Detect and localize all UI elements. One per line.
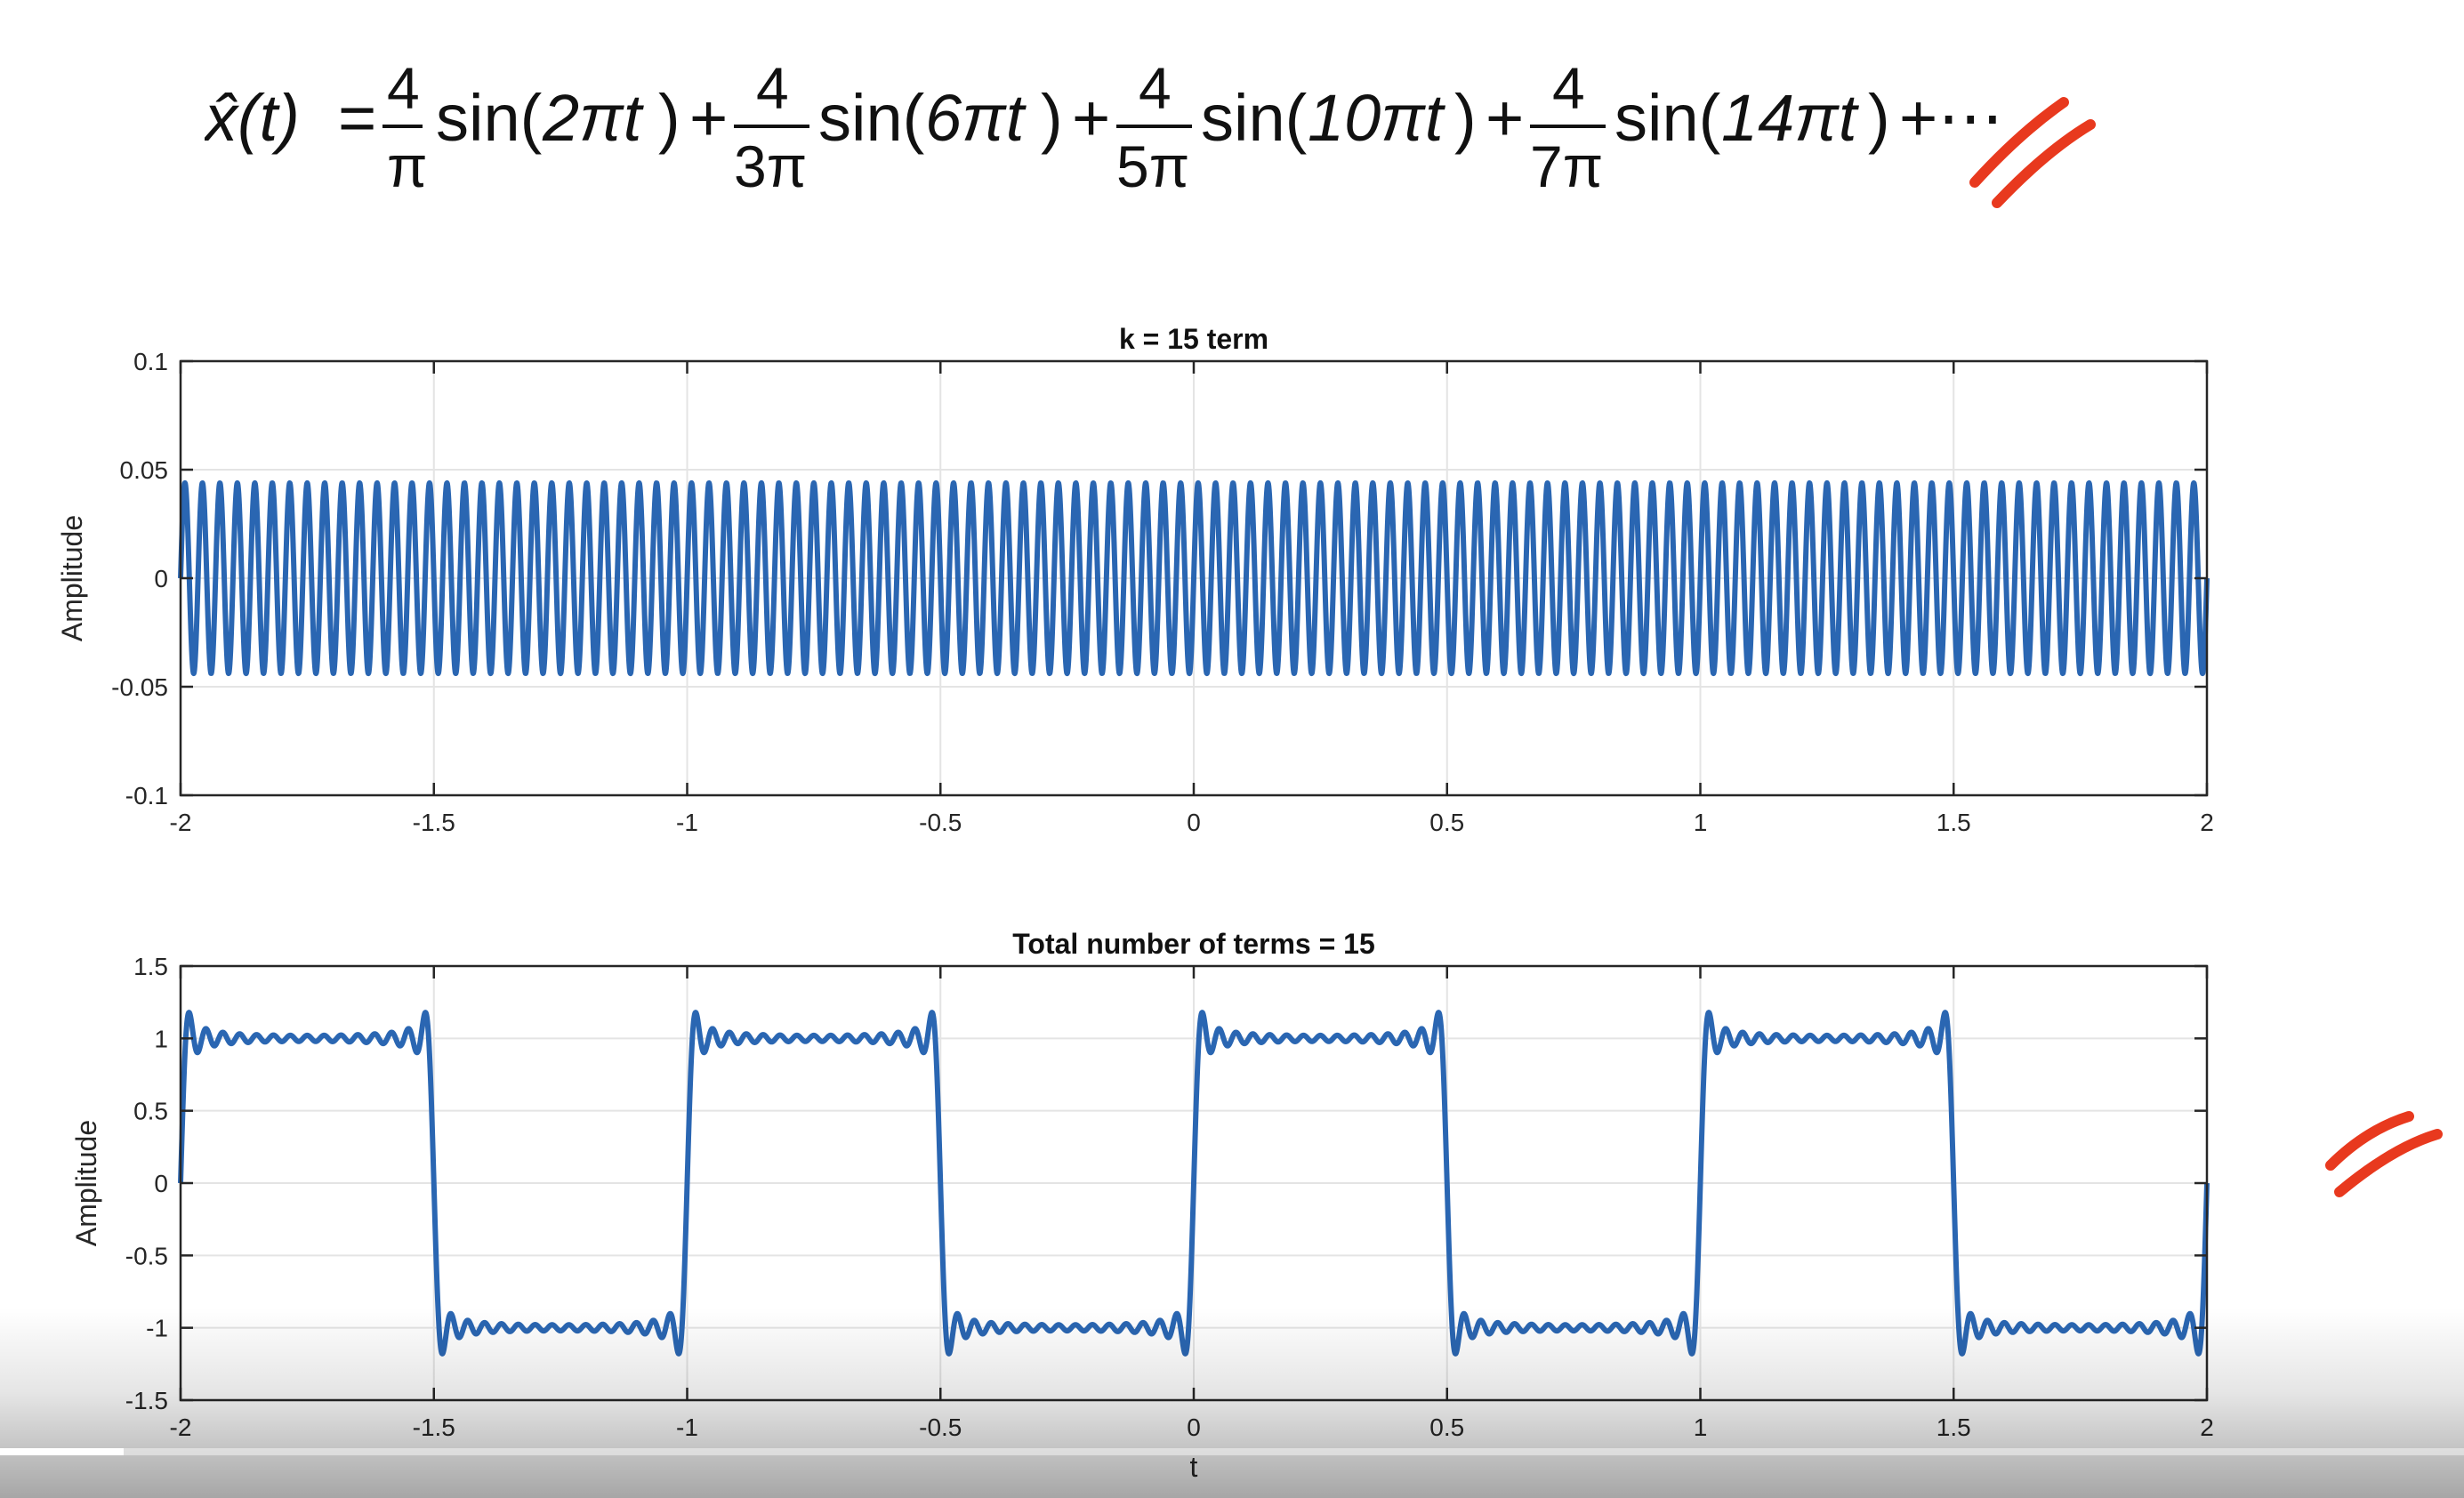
term-1-argument: 2πt	[542, 81, 645, 155]
x-axis-label: t	[1190, 1451, 1198, 1483]
y-tick-label: -0.5	[125, 1242, 168, 1269]
y-tick-label: 0.05	[120, 456, 169, 484]
annotation-mark-bottom-2	[2334, 1129, 2443, 1197]
term-1-denominator: π	[387, 133, 428, 199]
term-3-close-paren: )	[1454, 81, 1477, 155]
term-3-argument: 10πt	[1308, 81, 1446, 155]
y-tick-label: -1.5	[125, 1387, 168, 1414]
x-tick-label: -0.5	[919, 1413, 962, 1441]
chart-title: k = 15 term	[1119, 323, 1268, 355]
term-4-argument: 14πt	[1721, 81, 1860, 155]
series-line	[178, 479, 2210, 677]
term-4-sin: sin(	[1614, 81, 1721, 155]
term-2-close-paren: )	[1041, 81, 1063, 155]
y-axis-label: Amplitude	[70, 1120, 102, 1246]
y-tick-label: -1	[146, 1315, 168, 1342]
x-tick-label: 1	[1694, 1413, 1708, 1441]
video-progress-track[interactable]	[0, 1448, 2464, 1455]
term-4-close-paren: )	[1868, 81, 1890, 155]
annotation-mark-top-1	[1969, 97, 2069, 188]
x-tick-label: -1.5	[413, 1413, 455, 1441]
fourier-equation: x̂(t) = 4 π sin( 2πt ) + 4 3π sin( 6πt )…	[205, 55, 2003, 199]
term-1-numerator: 4	[387, 55, 420, 121]
y-tick-label: -0.1	[125, 782, 168, 809]
y-tick-label: -0.05	[111, 673, 168, 701]
term-2-sin: sin(	[818, 81, 925, 155]
chart-total-terms: -2 -1.5 -1 -0.5 0 0.5 1 1.5 21.510.50-0.5-1-1.5T…	[70, 928, 2214, 1483]
y-tick-label: 1.5	[133, 953, 168, 980]
series-line	[178, 1010, 2210, 1357]
term-3-sin: sin(	[1201, 81, 1308, 155]
y-tick-label: 0.1	[133, 348, 168, 375]
term-1-close-paren: )	[658, 81, 680, 155]
chart-k15-term: -2 -1.5 -1 -0.5 0 0.5 1 1.5 2 0.1 0.05 0 -0.05 -0.1 k …	[56, 323, 2214, 836]
equation-term-3: 4 5π sin( 10πt )	[1116, 55, 1477, 199]
y-tick-label: 1	[154, 1025, 168, 1052]
equation-term-2: 4 3π sin( 6πt )	[734, 55, 1063, 199]
x-tick-label: -2	[170, 809, 192, 836]
x-tick-label: 0	[1187, 809, 1201, 836]
equation-term-1: 4 π sin( 2πt )	[382, 55, 680, 199]
equals-sign: =	[338, 81, 376, 155]
y-tick-label: 0	[154, 565, 168, 592]
y-tick-label: 0	[154, 1170, 168, 1197]
term-4-numerator: 4	[1552, 55, 1585, 121]
term-3-numerator: 4	[1139, 55, 1172, 121]
equation-term-4: 4 7π sin( 14πt )	[1530, 55, 1890, 199]
plus-3: +	[1486, 81, 1524, 155]
plus-2: +	[1072, 81, 1110, 155]
x-tick-label: 2	[2200, 809, 2214, 836]
x-tick-label: 1.5	[1937, 1413, 1971, 1441]
x-tick-label: 1.5	[1937, 809, 1971, 836]
annotation-mark-top-2	[1992, 119, 2096, 208]
equation-tail: +⋯	[1899, 81, 2003, 155]
x-tick-label: -1	[676, 809, 698, 836]
equation-lhs: x̂(t)	[205, 81, 300, 155]
x-tick-label: -1.5	[413, 809, 455, 836]
x-tick-label: -0.5	[919, 809, 962, 836]
plus-1: +	[689, 81, 728, 155]
x-tick-label: 1	[1694, 809, 1708, 836]
video-progress-fill	[0, 1448, 124, 1455]
y-tick-label: 0.5	[133, 1098, 168, 1125]
term-2-denominator: 3π	[734, 133, 807, 199]
x-tick-label: -2	[170, 1413, 192, 1441]
term-3-denominator: 5π	[1116, 133, 1189, 199]
term-2-numerator: 4	[756, 55, 789, 121]
x-tick-label: -1	[676, 1413, 698, 1441]
term-2-argument: 6πt	[925, 81, 1027, 155]
x-tick-label: 0.5	[1429, 809, 1464, 836]
y-axis-label: Amplitude	[56, 515, 88, 641]
x-tick-label: 2	[2200, 1413, 2214, 1441]
annotation-mark-bottom-1	[2325, 1111, 2414, 1171]
chart-title: Total number of terms = 15	[1012, 928, 1375, 960]
term-1-sin: sin(	[436, 81, 543, 155]
term-4-denominator: 7π	[1530, 133, 1603, 199]
x-tick-label: 0.5	[1429, 1413, 1464, 1441]
x-tick-label: 0	[1187, 1413, 1201, 1441]
